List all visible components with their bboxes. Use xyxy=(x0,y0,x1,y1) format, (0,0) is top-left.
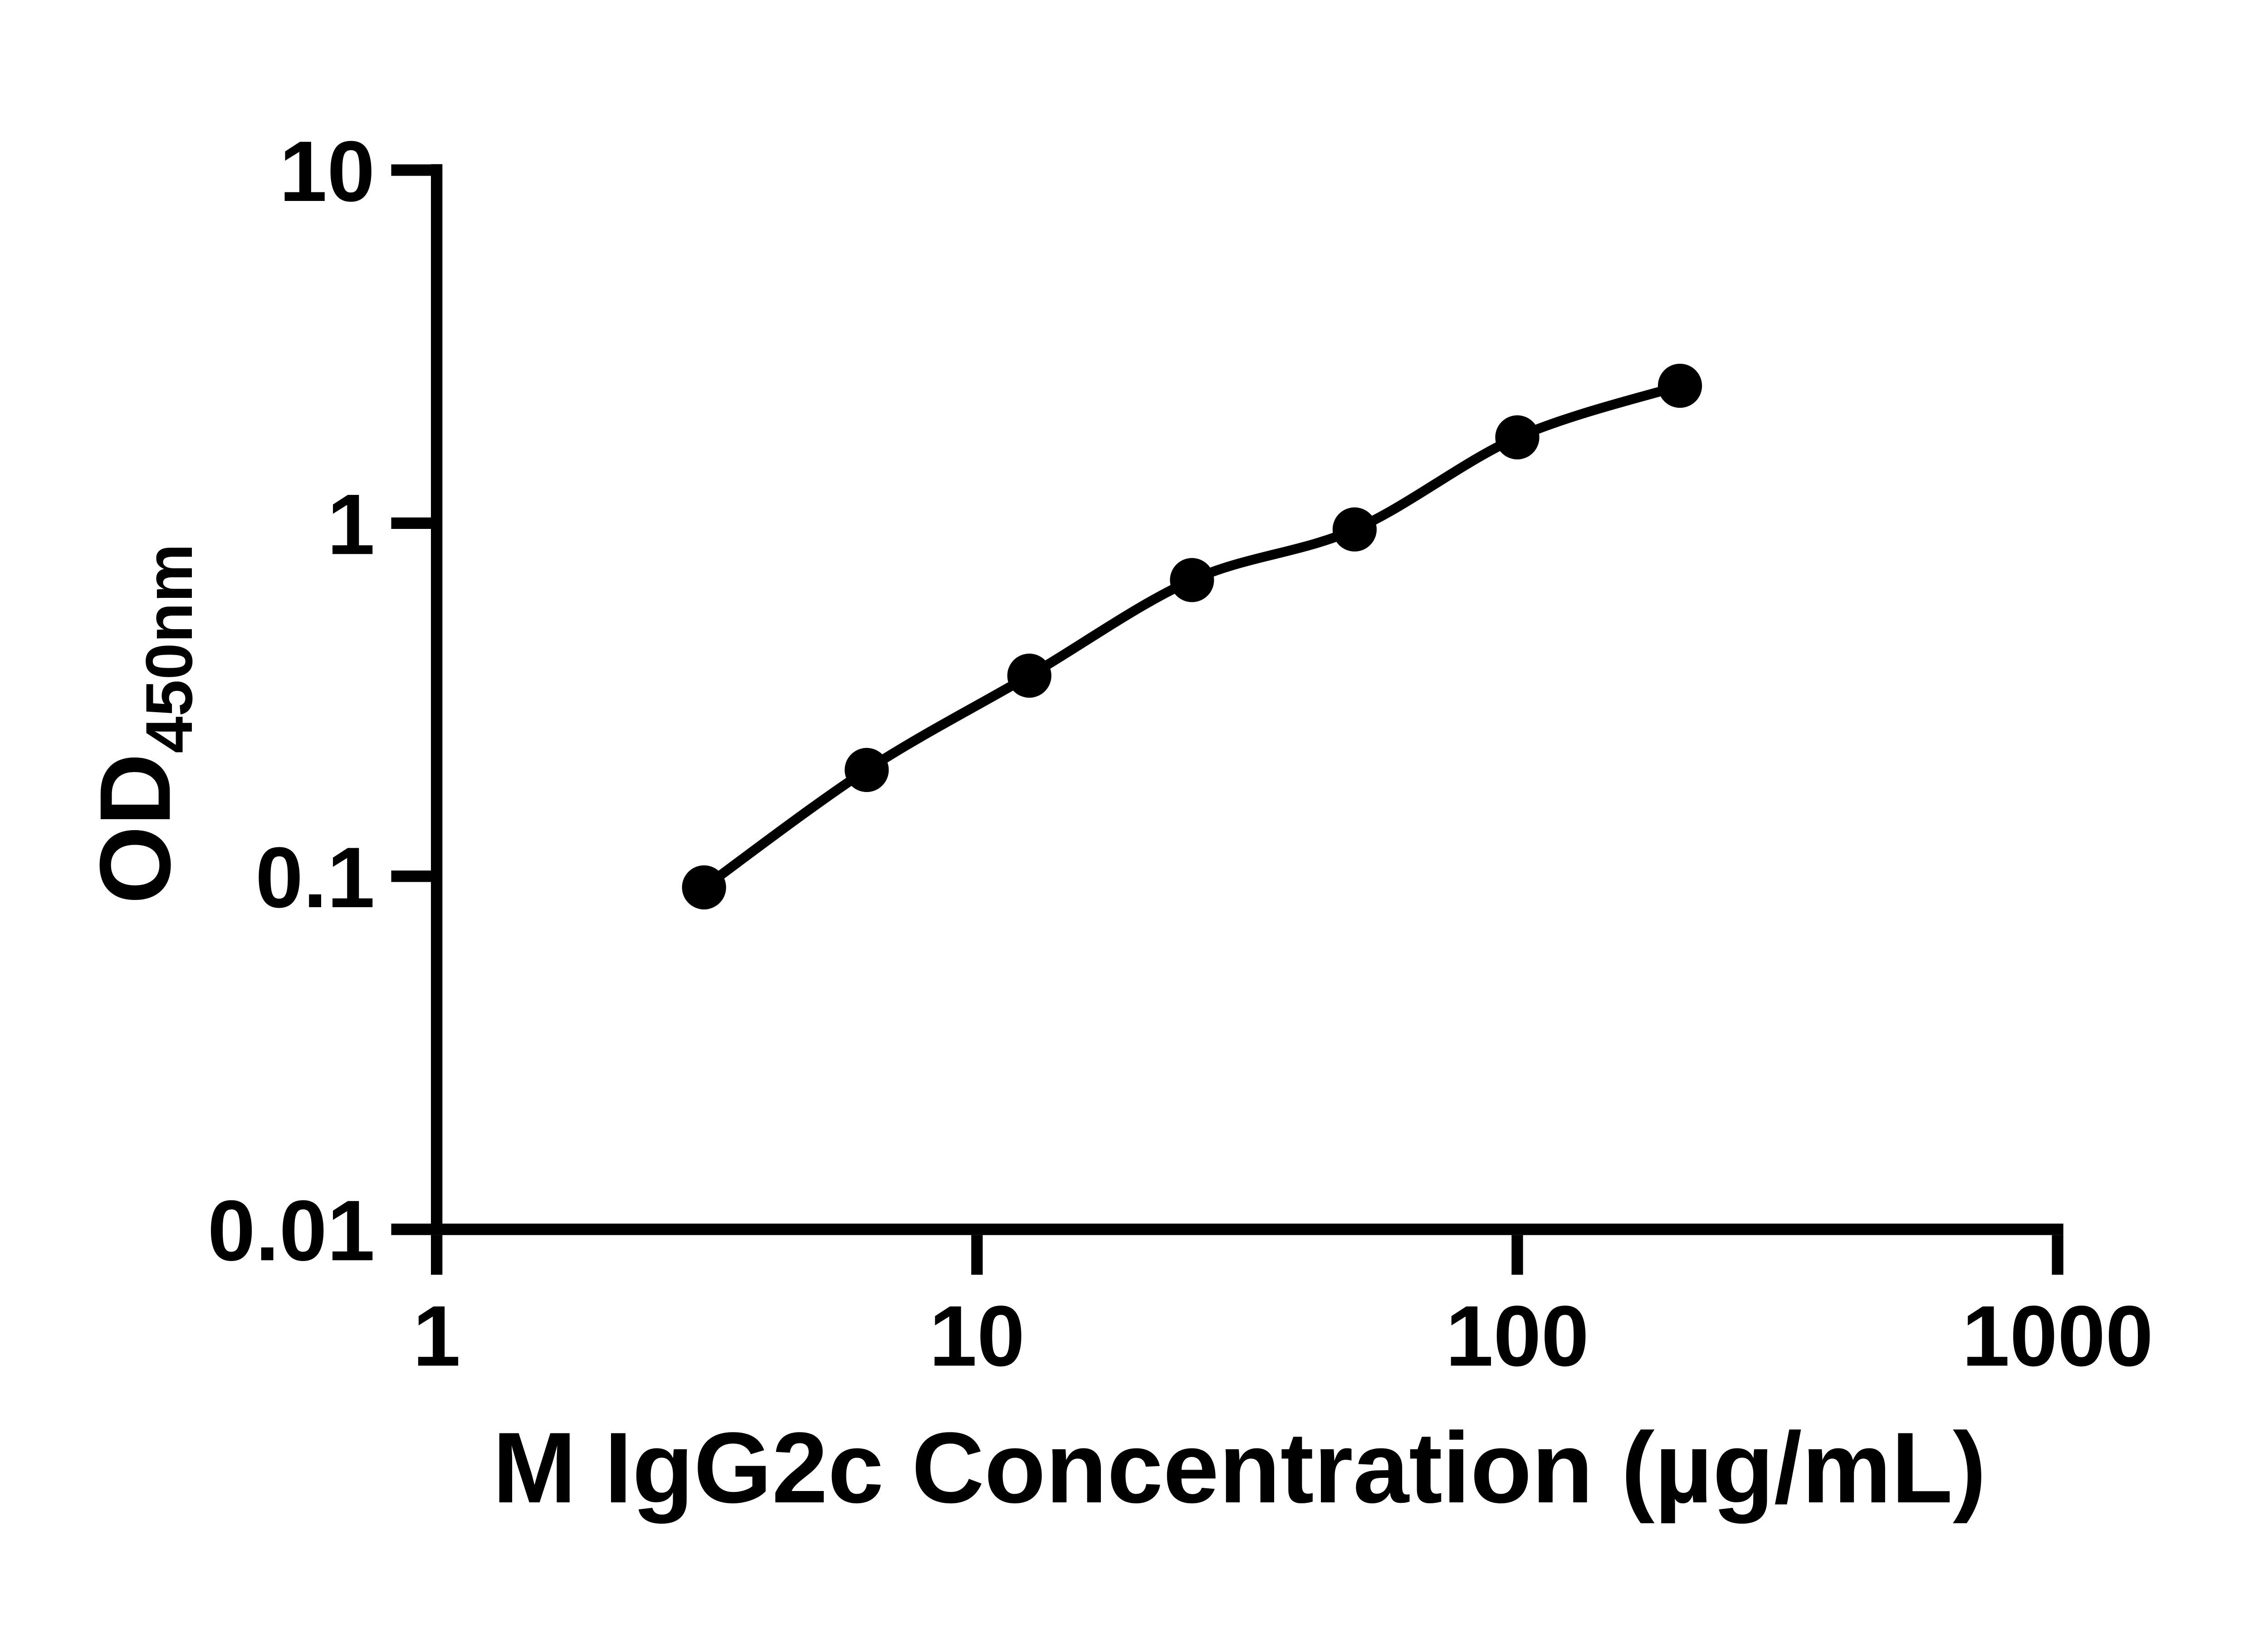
y-axis-title-main: OD xyxy=(78,753,191,905)
data-point xyxy=(1007,653,1051,698)
x-tick-label: 1 xyxy=(413,1288,460,1384)
x-axis-tick-labels: 1 10 100 1000 xyxy=(413,1288,2153,1384)
data-point xyxy=(1657,363,1702,408)
data-point xyxy=(1332,507,1377,552)
y-axis-title: OD450nm xyxy=(78,543,206,904)
y-tick-label: 10 xyxy=(279,123,375,220)
y-tick-label: 0.1 xyxy=(255,830,375,926)
y-axis-tick-labels: 10 1 0.1 0.01 xyxy=(207,123,375,1279)
data-point xyxy=(682,865,726,909)
data-point xyxy=(1170,558,1214,602)
x-axis-ticks xyxy=(431,1235,2063,1275)
x-tick-label: 1000 xyxy=(1962,1288,2153,1384)
y-axis-title-subscript: 450nm xyxy=(132,543,206,753)
x-axis-title: M IgG2c Concentration (µg/mL) xyxy=(493,1411,1986,1524)
fit-curve xyxy=(701,381,1681,891)
data-point xyxy=(1495,415,1540,460)
y-tick-label: 0.01 xyxy=(207,1183,375,1279)
axes: 1 10 100 1000 10 1 0.1 0.01 xyxy=(207,123,2153,1384)
y-tick-label: 1 xyxy=(327,476,375,572)
data-point xyxy=(845,748,889,792)
y-axis-ticks xyxy=(391,164,431,1235)
x-tick-label: 100 xyxy=(1446,1288,1589,1384)
data-points xyxy=(682,363,1702,909)
x-tick-label: 10 xyxy=(929,1288,1025,1384)
